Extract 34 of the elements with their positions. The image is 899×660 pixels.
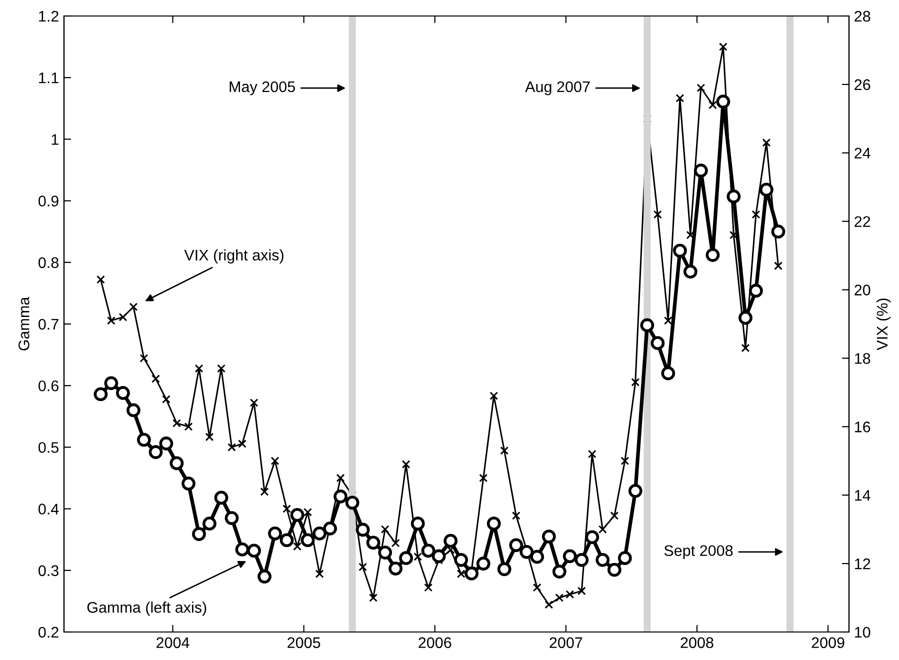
annotation: VIX (right axis) (184, 249, 284, 264)
y2-tick-label: 26 (854, 79, 870, 90)
y2-tick-label: 14 (855, 490, 870, 501)
y-tick-label: 0.4 (38, 504, 59, 514)
y-tick-label: 0.5 (38, 442, 58, 453)
x-tick-label: 2004 (156, 637, 190, 648)
y-tick-label: 1 (52, 134, 58, 145)
y-tick-label: 0.6 (38, 380, 58, 392)
x-tick-label: 2006 (418, 637, 452, 648)
y2-tick-label: 28 (854, 10, 870, 22)
y-tick-label: 0.2 (38, 626, 58, 638)
annotation: Gamma (left axis) (87, 602, 206, 616)
y2-tick-label: 22 (854, 216, 870, 227)
y-axis-title: Gamma (18, 296, 30, 350)
ref-line-label: Aug 2007 (525, 81, 590, 96)
y2-tick-label: 24 (854, 148, 870, 158)
y-tick-label: 1.2 (39, 10, 58, 22)
x-tick-label: 2007 (550, 637, 582, 648)
y2-tick-label: 16 (855, 422, 870, 432)
y2-axis-title: VIX (%) (876, 298, 891, 350)
y-tick-label: 0.7 (38, 318, 58, 330)
x-tick-label: 2005 (288, 637, 320, 648)
y-tick-label: 0.8 (38, 257, 58, 268)
x-tick-label: 2009 (812, 637, 844, 648)
y2-tick-label: 12 (855, 558, 870, 570)
y2-tick-label: 18 (855, 353, 870, 364)
y-tick-label: 1.1 (39, 72, 58, 84)
y2-tick-label: 10 (855, 626, 870, 638)
y-tick-label: 0.3 (38, 565, 58, 576)
y-tick-label: 0.9 (38, 196, 58, 206)
ref-line-label: May 2005 (230, 81, 295, 96)
y2-tick-label: 20 (854, 284, 870, 296)
x-tick-label: 2008 (680, 637, 714, 648)
ref-line-label: Sept 2008 (664, 545, 733, 560)
